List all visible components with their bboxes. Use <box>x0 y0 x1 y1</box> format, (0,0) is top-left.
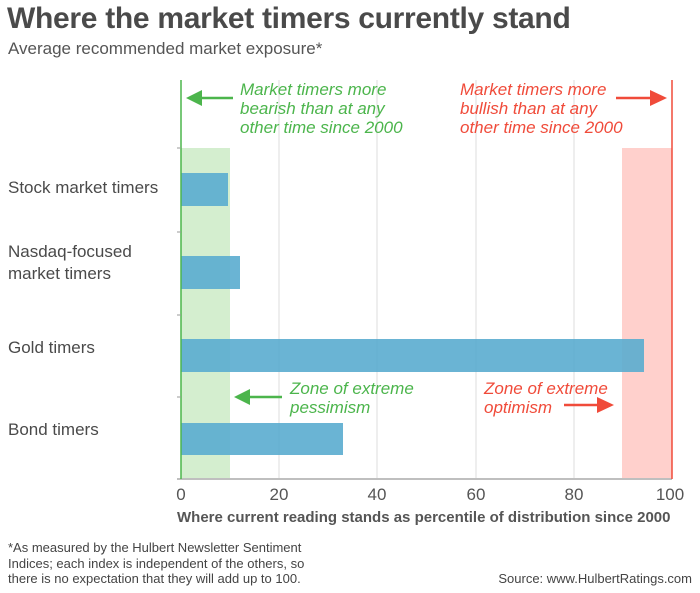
category-label-gold: Gold timers <box>8 338 95 357</box>
footnote: *As measured by the Hulbert Newsletter S… <box>8 540 305 586</box>
x-tick-0: 0 <box>176 485 186 504</box>
bar-gold-timers <box>181 339 644 372</box>
source-credit: Source: www.HulbertRatings.com <box>498 571 692 586</box>
optimism-annotation: Zone of extreme optimism <box>484 379 608 417</box>
x-tick-100: 100 <box>655 485 685 504</box>
category-label-stock: Stock market timers <box>8 178 159 197</box>
category-label-bond: Bond timers <box>8 420 99 439</box>
optimism-zone <box>622 148 672 478</box>
bar-bond-timers <box>181 423 343 455</box>
x-axis-label: Where current reading stands as percenti… <box>177 509 671 526</box>
gridlines <box>278 80 575 478</box>
pessimism-annotation: Zone of extreme pessimism <box>290 379 414 417</box>
x-tick-80: 80 <box>564 485 584 504</box>
category-label-nasdaq: Nasdaq-focused market timers <box>8 242 132 283</box>
arrow-right-icon <box>564 397 614 413</box>
arrow-right-icon <box>616 90 667 106</box>
x-tick-60: 60 <box>466 485 486 504</box>
x-tick-20: 20 <box>269 485 289 504</box>
bullish-annotation: Market timers more bullish than at any o… <box>460 80 623 137</box>
y-ticks <box>177 147 181 398</box>
x-tick-40: 40 <box>367 485 387 504</box>
bars <box>181 173 644 455</box>
arrow-left-icon <box>186 90 233 106</box>
chart-subtitle: Average recommended market exposure* <box>8 39 323 58</box>
bearish-annotation: Market timers more bearish than at any o… <box>240 80 403 137</box>
chart-title: Where the market timers currently stand <box>7 2 571 35</box>
bar-nasdaq-market-timers <box>181 256 240 289</box>
bar-stock-market-timers <box>181 173 228 206</box>
arrow-left-icon <box>234 389 282 405</box>
